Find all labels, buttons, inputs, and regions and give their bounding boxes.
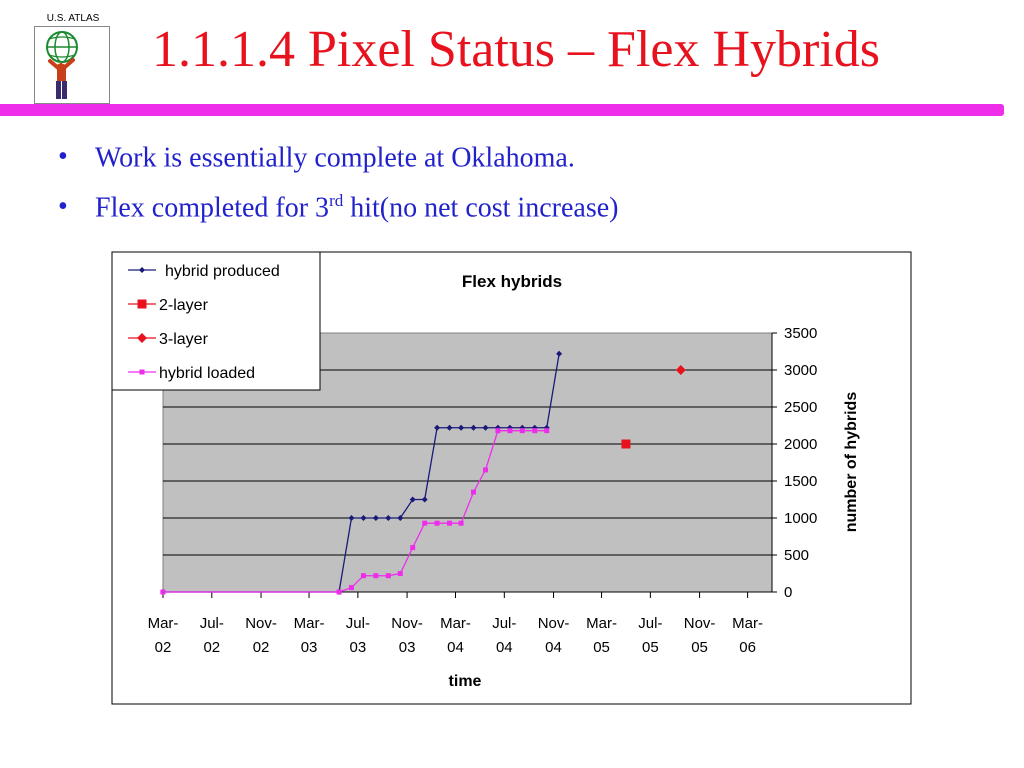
x-tick-label: Mar- — [148, 615, 179, 632]
x-tick-label: Nov- — [538, 615, 570, 632]
data-point — [421, 496, 428, 503]
x-tick-label: 05 — [642, 639, 659, 656]
data-point — [507, 428, 513, 434]
data-point — [372, 515, 379, 521]
data-point — [544, 428, 550, 434]
x-tick-label: Jul- — [200, 615, 224, 632]
x-tick-label: Jul- — [346, 615, 370, 632]
legend-item: hybrid produced — [128, 263, 280, 280]
x-tick-label: 03 — [301, 639, 318, 656]
data-point — [519, 428, 525, 434]
data-point — [556, 350, 563, 357]
legend-label: hybrid loaded — [159, 365, 255, 382]
y-tick-label: 3500 — [784, 325, 817, 342]
x-tick-label: 03 — [350, 639, 367, 656]
y-tick-label: 2000 — [784, 436, 817, 453]
bullet-text: Work is essentially complete at Oklahoma… — [95, 142, 575, 174]
slide-title: 1.1.1.4 Pixel Status – Flex Hybrids — [152, 21, 881, 78]
x-tick-label: Nov- — [391, 615, 423, 632]
legend-label: hybrid produced — [165, 263, 280, 280]
data-point — [446, 520, 452, 526]
x-tick-label: 04 — [447, 639, 464, 656]
x-tick-label: 06 — [739, 639, 756, 656]
legend-item: 3-layer — [128, 331, 209, 348]
y-tick-label: 3000 — [784, 362, 817, 379]
atlas-figure-icon — [46, 31, 78, 99]
x-tick-label: Jul- — [638, 615, 662, 632]
data-point — [397, 515, 404, 521]
x-tick-label: Nov- — [245, 615, 277, 632]
legend-swatch-marker — [139, 267, 145, 273]
x-tick-label: 04 — [496, 639, 513, 656]
data-point — [446, 424, 453, 431]
data-point — [336, 589, 342, 595]
legend-label: 2-layer — [159, 297, 209, 314]
logo-caption: U.S. ATLAS — [46, 13, 100, 24]
x-tick-label: Mar- — [440, 615, 471, 632]
data-point — [621, 439, 631, 449]
data-point — [385, 573, 391, 579]
data-point — [409, 496, 416, 503]
data-point — [675, 365, 686, 375]
y-tick-label: 1500 — [784, 473, 817, 490]
legend-swatch-marker — [137, 333, 147, 343]
chart-legend: hybrid produced 2-layer 3-layer hybrid load… — [111, 251, 321, 391]
data-point — [434, 520, 440, 526]
bullet-dot: • — [58, 191, 68, 222]
data-point — [348, 585, 354, 591]
series-2-layer — [621, 439, 631, 449]
atlas-logo — [34, 26, 110, 104]
x-tick-label: 02 — [155, 639, 172, 656]
data-point — [532, 428, 538, 434]
x-tick-label: Jul- — [492, 615, 516, 632]
legend-item: 2-layer — [128, 297, 209, 314]
y-tick-label: 500 — [784, 547, 809, 564]
data-point — [397, 571, 403, 576]
x-tick-label: Mar- — [294, 615, 325, 632]
data-point — [483, 467, 489, 473]
x-tick-label: 05 — [593, 639, 610, 656]
data-point — [458, 520, 464, 526]
chart-title: Flex hybrids — [462, 272, 562, 291]
data-point — [373, 573, 379, 579]
legend-item: hybrid loaded — [128, 365, 255, 382]
series-3-layer — [675, 365, 686, 375]
x-tick-label: Mar- — [732, 615, 763, 632]
data-point — [410, 545, 416, 551]
data-point — [360, 515, 367, 521]
data-point — [385, 515, 392, 521]
legend-swatch-marker — [137, 299, 147, 309]
x-tick-label: Nov- — [684, 615, 716, 632]
x-tick-label: 04 — [545, 639, 562, 656]
data-point — [360, 573, 366, 579]
data-point — [348, 515, 355, 521]
x-tick-label: 05 — [691, 639, 708, 656]
x-tick-label: 02 — [203, 639, 220, 656]
y-axis-label: number of hybrids — [843, 392, 860, 533]
data-point — [470, 424, 477, 431]
x-tick-label: Mar- — [586, 615, 617, 632]
data-point — [160, 589, 166, 595]
bullet-text: Flex completed for 3rd hit(no net cost i… — [95, 191, 619, 224]
x-tick-label: 03 — [399, 639, 416, 656]
data-point — [434, 424, 441, 431]
y-tick-label: 0 — [784, 584, 792, 601]
data-point — [482, 424, 489, 431]
x-tick-label: 02 — [253, 639, 270, 656]
data-point — [422, 520, 428, 526]
bullet-dot: • — [58, 141, 68, 172]
legend-label: 3-layer — [159, 331, 209, 348]
y-tick-label: 2500 — [784, 399, 817, 416]
data-point — [471, 489, 477, 495]
title-divider — [0, 104, 1004, 116]
x-axis-label: time — [449, 673, 482, 690]
y-tick-label: 1000 — [784, 510, 817, 527]
data-point — [458, 424, 465, 431]
data-point — [495, 428, 501, 434]
legend-box — [111, 251, 321, 391]
series-hybrid-loaded — [160, 428, 550, 595]
legend-swatch-marker — [139, 369, 145, 375]
